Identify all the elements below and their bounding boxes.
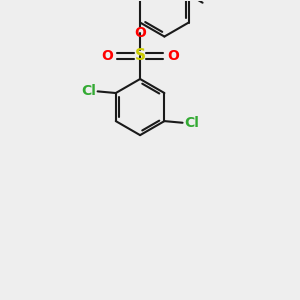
Text: Cl: Cl [81,84,96,98]
Text: O: O [101,49,113,63]
Text: Cl: Cl [184,116,199,130]
Text: S: S [135,48,146,63]
Text: O: O [134,26,146,40]
Text: O: O [167,49,179,63]
